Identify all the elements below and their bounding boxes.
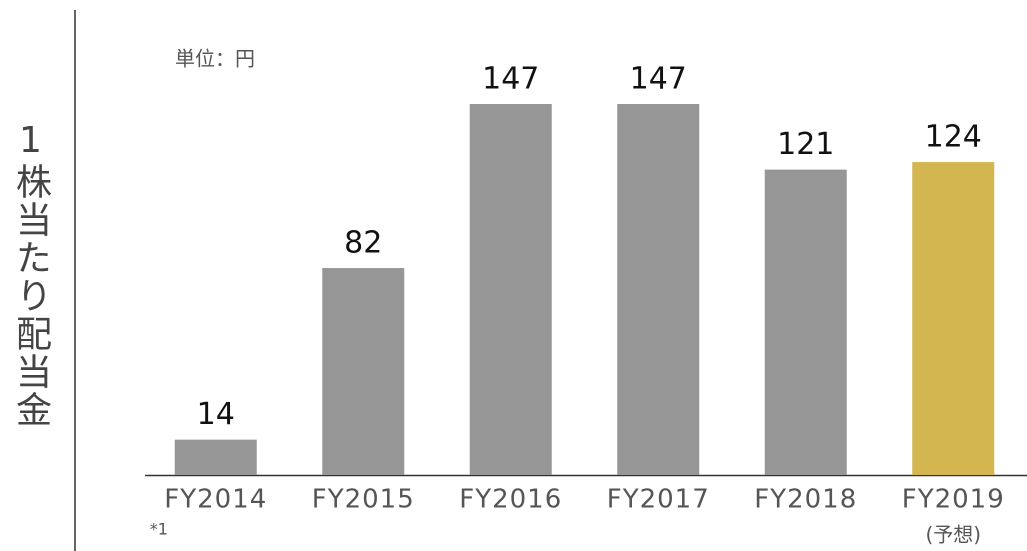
x-tick-label: FY2019 [902, 485, 1005, 515]
axis-title: 1株当たり配当金 [10, 120, 51, 429]
bar [912, 162, 995, 476]
x-tick-label: FY2014 [164, 485, 267, 515]
value-label: 124 [925, 120, 982, 155]
bar [469, 104, 552, 475]
x-tick-label: FY2018 [754, 485, 857, 515]
unit-label: 単位：円 [175, 47, 255, 71]
x-tick-label: FY2015 [312, 485, 415, 515]
category-note: (予想) [925, 523, 981, 547]
value-label: 147 [482, 62, 539, 97]
value-label: 82 [344, 226, 382, 261]
value-label: 147 [630, 62, 687, 97]
x-tick-label: FY2016 [459, 485, 562, 515]
value-label: 121 [777, 127, 834, 162]
category-note: *1 [150, 520, 168, 539]
bar [617, 104, 700, 475]
bar [174, 439, 257, 475]
bar [322, 268, 405, 475]
bar [764, 169, 847, 475]
x-tick-label: FY2017 [607, 485, 710, 515]
value-label: 14 [197, 397, 235, 432]
